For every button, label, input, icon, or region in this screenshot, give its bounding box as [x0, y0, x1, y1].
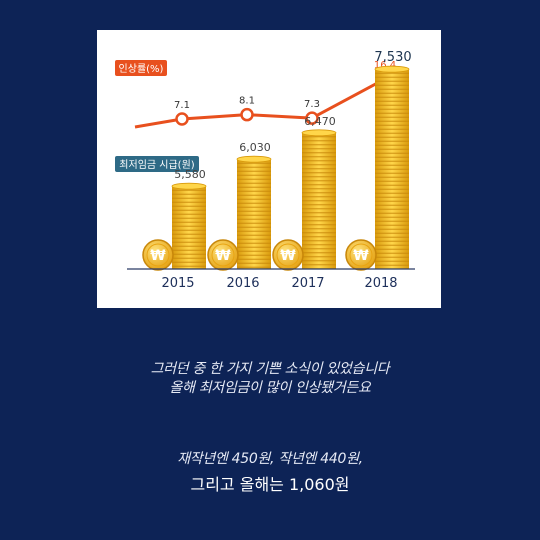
won-symbol: ₩ [215, 248, 231, 264]
rate-legend-label: 인상률(%) [119, 63, 164, 75]
won-coin-rim [349, 243, 373, 267]
rate-value-label: 16.4 [374, 60, 396, 71]
caption-line-2: 올해 최저임금이 많이 인상됐거든요 [169, 380, 371, 396]
x-tick-label: 2016 [226, 276, 259, 291]
rate-point [175, 112, 189, 126]
wage-value-label: 5,580 [174, 168, 206, 181]
rate-value-label: 7.3 [304, 99, 320, 110]
won-coin-icon: ₩ [207, 239, 239, 271]
rate-line-lead [134, 117, 183, 129]
wage-legend-box [115, 156, 199, 172]
wage-legend-label: 최저임금 시급(원) [119, 158, 194, 171]
coin-stack-top [374, 65, 410, 73]
wage-value-label: 6,470 [304, 115, 336, 128]
coin-stack-top [171, 182, 207, 190]
wage-value-label: 6,030 [239, 141, 271, 154]
x-tick-label: 2018 [364, 276, 397, 291]
won-coin-icon: ₩ [272, 239, 304, 271]
minimum-wage-chart: 인상률(%) 최저임금 시급(원) 7.1 8.1 7.3 16.4 5,580 ₩6,… [115, 50, 415, 291]
coin-stack-top [236, 155, 272, 163]
coin-stack-bar [172, 186, 206, 269]
won-coin-rim [276, 243, 300, 267]
x-axis-ticks: 2015 2016 2017 2018 [161, 276, 397, 291]
won-symbol: ₩ [150, 248, 166, 264]
rate-line [181, 77, 386, 121]
rate-legend-box [115, 60, 167, 76]
won-coin-icon: ₩ [142, 239, 174, 271]
caption-line-4: 그리고 올해는 1,060원 [190, 475, 350, 494]
wage-value-label: 7,530 [374, 50, 411, 65]
caption-line-1: 그러던 중 한 가지 기쁜 소식이 있었습니다 [150, 361, 390, 377]
rate-point [305, 111, 319, 125]
x-tick-label: 2015 [161, 276, 194, 291]
chart-card: 인상률(%) 최저임금 시급(원) 7.1 8.1 7.3 16.4 5,580 ₩6,… [97, 30, 441, 308]
rate-point [240, 107, 254, 122]
coin-stack [374, 65, 410, 269]
coin-stack-top [301, 129, 337, 137]
rate-line-series: 7.1 8.1 7.3 16.4 [134, 60, 396, 129]
won-symbol: ₩ [353, 248, 369, 264]
caption-line-3: 재작년엔 450원, 작년엔 440원, [177, 451, 363, 467]
won-coin-rim [146, 243, 170, 267]
rate-value-label: 8.1 [239, 96, 255, 107]
coin-stack [236, 155, 272, 269]
coin-stack [171, 182, 207, 269]
won-symbol: ₩ [280, 248, 296, 264]
won-coin-icon: ₩ [345, 239, 377, 271]
x-tick-label: 2017 [291, 276, 324, 291]
coin-stack-bar [237, 159, 271, 269]
rate-value-label: 7.1 [174, 100, 190, 111]
coin-stack [301, 129, 337, 270]
wage-coin-series: 5,580 ₩6,030 ₩6,470 ₩7,530 ₩ [142, 50, 412, 271]
won-coin-rim [211, 243, 235, 267]
